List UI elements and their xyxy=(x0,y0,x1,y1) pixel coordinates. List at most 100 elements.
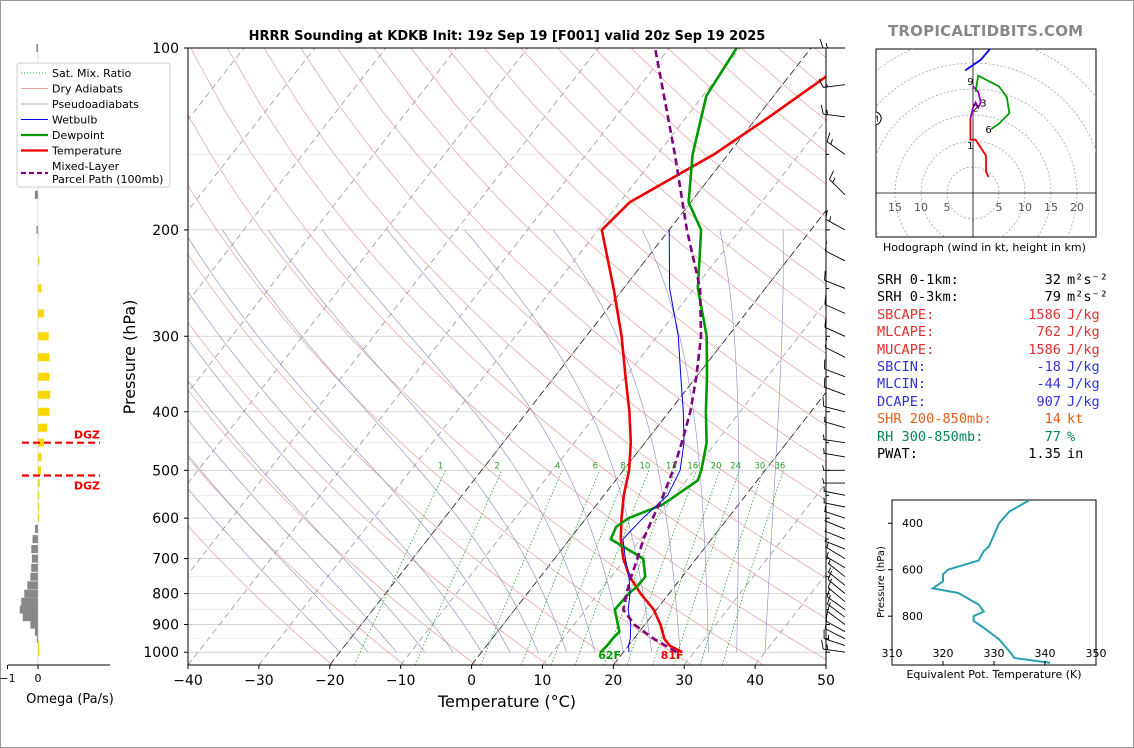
omega-bar xyxy=(38,641,40,650)
stats-panel: SRH 0-1km: 32 m²s⁻² SRH 0-3km: 79 m²s⁻² SBCAPE… xyxy=(877,272,1108,463)
isotherm-line xyxy=(188,48,670,665)
isotherm-line xyxy=(400,119,826,665)
pseudoadiabat xyxy=(188,236,511,653)
legend-box xyxy=(16,62,171,188)
x-tick-label: 50 xyxy=(817,673,835,689)
mixing-ratio-line xyxy=(574,470,650,665)
omega-bar xyxy=(38,514,40,523)
dgz-label: DGZ xyxy=(74,480,100,493)
hodograph-height-label: 9 xyxy=(967,77,973,88)
pseudoadiabat xyxy=(386,229,624,653)
omega-bar xyxy=(31,554,38,563)
series-parcel-path xyxy=(622,48,703,654)
mixing-ratio-line xyxy=(673,470,740,665)
dry-adiabat xyxy=(188,389,477,665)
theta-frame xyxy=(891,499,1097,666)
stat-value: 14 xyxy=(1044,411,1061,428)
mixing-ratio-label: 2 xyxy=(494,461,499,471)
mixing-ratio-label: 16 xyxy=(687,461,698,471)
y-tick-label: 400 xyxy=(152,405,179,421)
series-dewpoint xyxy=(599,48,738,654)
pseudoadiabat xyxy=(188,338,454,653)
pseudoadiabat xyxy=(188,454,369,653)
mixing-ratio-label: 10 xyxy=(640,461,651,471)
wind-barb xyxy=(823,416,846,429)
dry-adiabat xyxy=(188,457,405,665)
legend-label: Mixed-Layer xyxy=(52,160,120,173)
stat-label: RH 300-850mb: xyxy=(877,428,984,445)
stat-value: 762 xyxy=(1036,324,1061,341)
hodograph-tick-label: 5 xyxy=(996,201,1003,214)
x-tick-label: 0 xyxy=(467,673,476,689)
wind-barb xyxy=(826,132,846,155)
mixing-ratio-line xyxy=(353,470,446,665)
stat-value: 1586 xyxy=(1028,306,1061,323)
storm-motion-marker xyxy=(876,111,882,126)
stat-unit: J/kg xyxy=(1067,358,1100,375)
stat-value: 77 xyxy=(1044,428,1061,445)
reference-isotherm xyxy=(329,48,812,665)
hodograph-segment xyxy=(969,118,990,178)
theta-x-tick-label: 330 xyxy=(984,647,1005,660)
x-tick-label: 20 xyxy=(604,673,622,689)
mixing-ratio-line xyxy=(414,470,503,665)
omega-bar xyxy=(38,491,40,500)
theta-y-tick-label: 800 xyxy=(902,610,923,623)
stat-row: RH 300-850mb: 77% xyxy=(877,429,1108,446)
dry-adiabat xyxy=(226,48,826,619)
wind-barb xyxy=(823,377,846,396)
omega-bar xyxy=(34,627,38,636)
theta-y-tick-label: 400 xyxy=(902,517,923,530)
mixing-ratio-line xyxy=(652,470,721,665)
storm-motion-marker xyxy=(1106,117,1122,131)
stat-row: DCAPE: 907 J/kg xyxy=(877,394,1108,411)
dry-adiabat xyxy=(337,48,826,501)
stat-label: SRH 0-1km: xyxy=(877,272,959,288)
theta-x-tick-label: 350 xyxy=(1086,647,1107,660)
omega-bar xyxy=(31,545,38,554)
wind-barb xyxy=(818,78,846,88)
stat-unit: m²s⁻² xyxy=(1067,289,1108,306)
stat-unit: in xyxy=(1067,445,1084,462)
x-tick-label: −30 xyxy=(244,673,274,689)
dry-adiabat xyxy=(520,48,826,319)
wind-barb xyxy=(824,295,846,314)
omega-bar xyxy=(22,613,38,622)
skewt-axes: −40 −30 −20 −10 0 10 20 30 40 50 100 200 300 400 500 60… xyxy=(120,41,835,711)
stat-label: PWAT: xyxy=(877,445,918,462)
hodograph-tick-label: 15 xyxy=(1044,201,1058,214)
mixing-ratio-label: 1 xyxy=(438,461,443,471)
series-wetbulb xyxy=(622,229,685,653)
wind-barb xyxy=(821,639,846,653)
dry-adiabat xyxy=(188,114,764,665)
pseudoadiabat xyxy=(464,229,652,653)
x-tick-label: 40 xyxy=(746,673,764,689)
theta-x-tick-label: 320 xyxy=(933,647,954,660)
stat-row: SRH 0-3km: 79 m²s⁻² xyxy=(877,289,1108,306)
brand-watermark: TROPICALTIDBITS.COM xyxy=(888,22,1084,40)
omega-axis-label: Omega (Pa/s) xyxy=(26,692,114,707)
stat-label: SRH 0-3km: xyxy=(877,289,959,306)
wind-barb xyxy=(827,570,846,594)
wind-barb xyxy=(819,38,845,49)
wind-barb xyxy=(824,515,846,530)
hodograph-tick-label: 15 xyxy=(888,201,902,214)
pseudoadiabat xyxy=(267,229,567,653)
dry-adiabat xyxy=(188,253,621,665)
hodograph-plot: 1 2 3 6 9 LM RM 15 10 5 5 10 15 20 xyxy=(876,49,1122,237)
dry-adiabat xyxy=(188,184,692,665)
stat-unit: J/kg xyxy=(1067,376,1100,393)
pseudoadiabat xyxy=(188,488,341,653)
chart-legend: Sat. Mix. Ratio Dry Adiabats Pseudoadiabat… xyxy=(16,62,171,188)
stat-value: 1.35 xyxy=(1028,445,1061,462)
legend-label: Pseudoadiabats xyxy=(52,98,139,111)
wind-barb xyxy=(826,602,846,625)
dry-adiabat xyxy=(188,321,549,665)
stat-value: -18 xyxy=(1036,358,1061,375)
theta-e-line xyxy=(930,500,1051,664)
mixing-ratio-line xyxy=(550,470,628,665)
y-tick-label: 300 xyxy=(152,329,179,345)
mixing-ratio-line xyxy=(721,470,784,665)
isotherm-line xyxy=(683,482,826,665)
